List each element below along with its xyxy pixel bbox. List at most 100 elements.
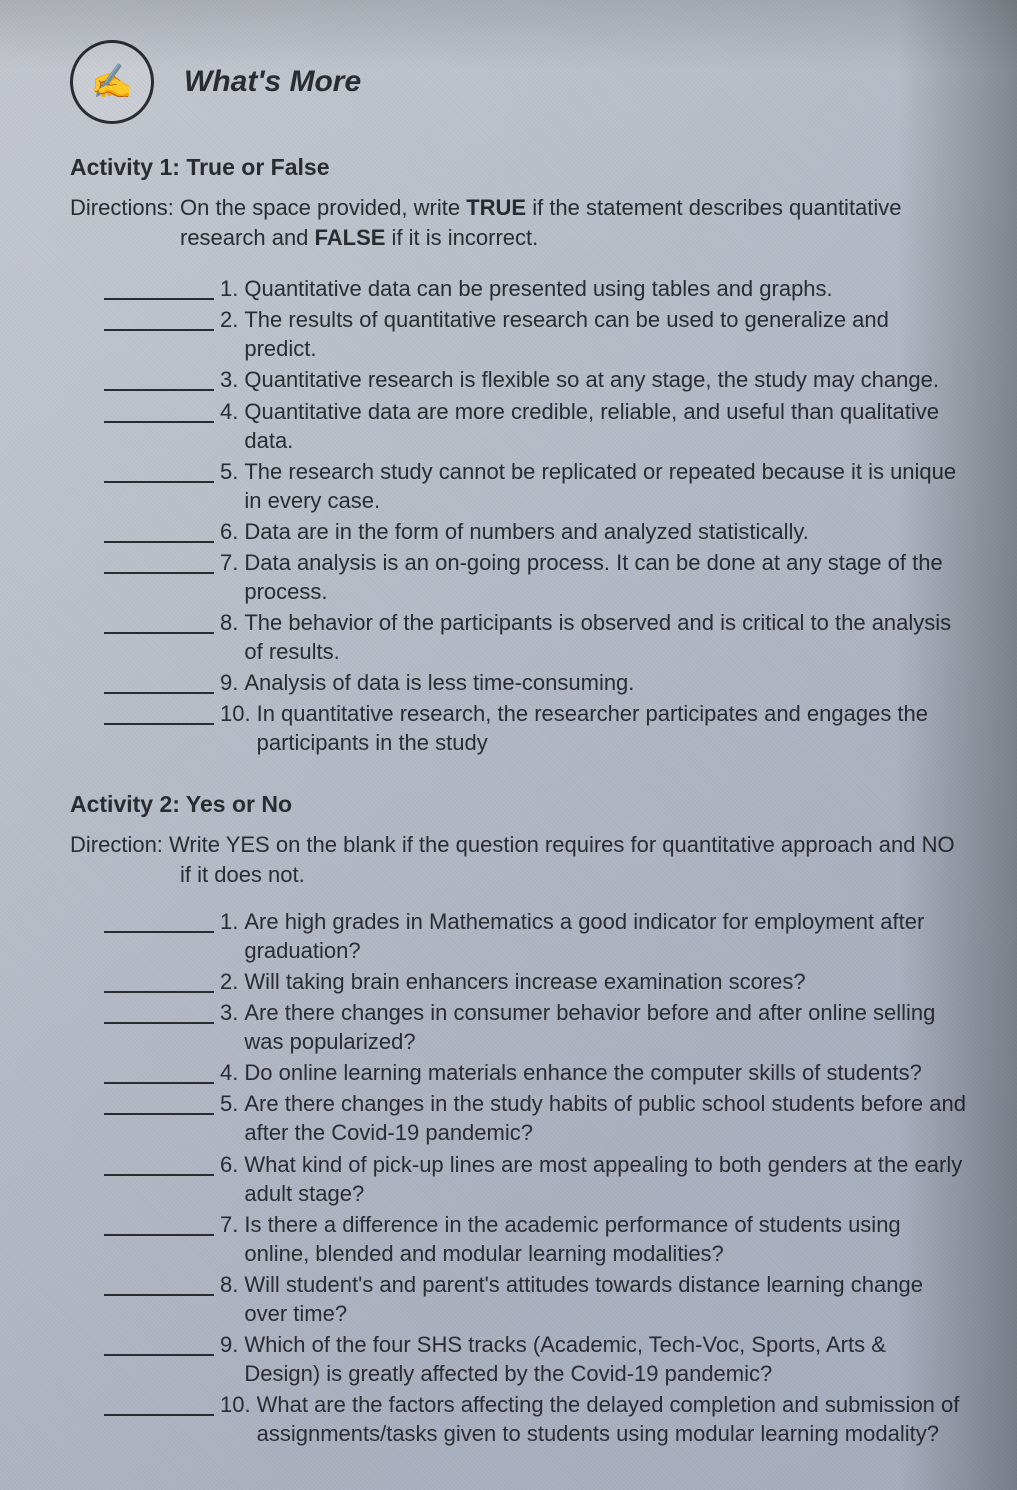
list-item: 1.Are high grades in Mathematics a good … <box>104 907 967 965</box>
answer-blank[interactable] <box>104 705 214 725</box>
list-item: 4.Do online learning materials enhance t… <box>104 1058 967 1087</box>
item-text: Quantitative research is flexible so at … <box>244 365 967 394</box>
item-number: 7. <box>220 548 238 577</box>
item-number: 5. <box>220 457 238 486</box>
list-item: 3.Quantitative research is flexible so a… <box>104 365 967 394</box>
section-header: ✍ What's More <box>70 40 967 124</box>
answer-blank[interactable] <box>104 403 214 423</box>
directions-bold-false: FALSE <box>315 225 386 250</box>
directions-label: Directions: <box>70 195 174 220</box>
list-item: 6.Data are in the form of numbers and an… <box>104 517 967 546</box>
item-text: Will student's and parent's attitudes to… <box>244 1270 967 1328</box>
item-text: What are the factors affecting the delay… <box>257 1390 967 1448</box>
activity2-heading: Activity 2: Yes or No <box>70 791 967 818</box>
writing-hand-icon: ✍ <box>70 40 154 124</box>
answer-blank[interactable] <box>104 1216 214 1236</box>
item-number: 3. <box>220 998 238 1027</box>
directions-text: On the space provided, write <box>180 195 466 220</box>
list-item: 8.The behavior of the participants is ob… <box>104 608 967 666</box>
item-text: Are high grades in Mathematics a good in… <box>244 907 967 965</box>
list-item: 8.Will student's and parent's attitudes … <box>104 1270 967 1328</box>
list-item: 7.Is there a difference in the academic … <box>104 1210 967 1268</box>
list-item: 10.What are the factors affecting the de… <box>104 1390 967 1448</box>
item-text: The behavior of the participants is obse… <box>244 608 967 666</box>
directions-text: on the blank if the question requires fo… <box>270 832 922 857</box>
item-text: What kind of pick-up lines are most appe… <box>244 1150 967 1208</box>
answer-blank[interactable] <box>104 554 214 574</box>
answer-blank[interactable] <box>104 371 214 391</box>
activity1-heading: Activity 1: True or False <box>70 154 967 181</box>
item-number: 3. <box>220 365 238 394</box>
list-item: 2.Will taking brain enhancers increase e… <box>104 967 967 996</box>
list-item: 3.Are there changes in consumer behavior… <box>104 998 967 1056</box>
item-text: The research study cannot be replicated … <box>244 457 967 515</box>
answer-blank[interactable] <box>104 674 214 694</box>
item-text: In quantitative research, the researcher… <box>257 699 967 757</box>
item-number: 1. <box>220 274 238 303</box>
directions-text: if it does not. <box>180 862 305 887</box>
item-text: Are there changes in consumer behavior b… <box>244 998 967 1056</box>
answer-blank[interactable] <box>104 311 214 331</box>
list-item: 5.Are there changes in the study habits … <box>104 1089 967 1147</box>
answer-blank[interactable] <box>104 1004 214 1024</box>
activity2-directions: Direction: Write YES on the blank if the… <box>70 830 967 889</box>
answer-blank[interactable] <box>104 1396 214 1416</box>
item-text: Will taking brain enhancers increase exa… <box>244 967 967 996</box>
answer-blank[interactable] <box>104 1064 214 1084</box>
list-item: 5.The research study cannot be replicate… <box>104 457 967 515</box>
item-text: Which of the four SHS tracks (Academic, … <box>244 1330 967 1388</box>
item-text: Do online learning materials enhance the… <box>244 1058 967 1087</box>
list-item: 4.Quantitative data are more credible, r… <box>104 397 967 455</box>
item-text: Quantitative data are more credible, rel… <box>244 397 967 455</box>
item-number: 5. <box>220 1089 238 1118</box>
item-text: Quantitative data can be presented using… <box>244 274 967 303</box>
answer-blank[interactable] <box>104 973 214 993</box>
activity1-directions: Directions: On the space provided, write… <box>70 193 967 252</box>
answer-blank[interactable] <box>104 523 214 543</box>
activity1-list: 1.Quantitative data can be presented usi… <box>104 274 967 757</box>
item-text: Is there a difference in the academic pe… <box>244 1210 967 1268</box>
activity2-list: 1.Are high grades in Mathematics a good … <box>104 907 967 1448</box>
item-number: 2. <box>220 967 238 996</box>
answer-blank[interactable] <box>104 1336 214 1356</box>
directions-bold-yes: YES <box>226 832 270 857</box>
item-number: 1. <box>220 907 238 936</box>
directions-bold-true: TRUE <box>466 195 526 220</box>
item-number: 6. <box>220 1150 238 1179</box>
answer-blank[interactable] <box>104 614 214 634</box>
item-number: 8. <box>220 608 238 637</box>
item-number: 2. <box>220 305 238 334</box>
list-item: 6.What kind of pick-up lines are most ap… <box>104 1150 967 1208</box>
answer-blank[interactable] <box>104 913 214 933</box>
answer-blank[interactable] <box>104 1156 214 1176</box>
answer-blank[interactable] <box>104 1095 214 1115</box>
directions-label: Direction: <box>70 832 163 857</box>
item-number: 9. <box>220 668 238 697</box>
directions-text: if it is incorrect. <box>385 225 538 250</box>
item-number: 7. <box>220 1210 238 1239</box>
item-number: 10. <box>220 699 251 728</box>
item-text: Analysis of data is less time-consuming. <box>244 668 967 697</box>
answer-blank[interactable] <box>104 1276 214 1296</box>
list-item: 9.Which of the four SHS tracks (Academic… <box>104 1330 967 1388</box>
icon-glyph: ✍ <box>91 65 133 99</box>
directions-text: Write <box>163 832 226 857</box>
item-number: 8. <box>220 1270 238 1299</box>
list-item: 2.The results of quantitative research c… <box>104 305 967 363</box>
item-text: Data are in the form of numbers and anal… <box>244 517 967 546</box>
item-text: The results of quantitative research can… <box>244 305 967 363</box>
answer-blank[interactable] <box>104 280 214 300</box>
directions-bold-no: NO <box>922 832 955 857</box>
item-number: 9. <box>220 1330 238 1359</box>
list-item: 7.Data analysis is an on-going process. … <box>104 548 967 606</box>
item-number: 10. <box>220 1390 251 1419</box>
item-number: 4. <box>220 1058 238 1087</box>
item-text: Data analysis is an on-going process. It… <box>244 548 967 606</box>
answer-blank[interactable] <box>104 463 214 483</box>
list-item: 10.In quantitative research, the researc… <box>104 699 967 757</box>
list-item: 1.Quantitative data can be presented usi… <box>104 274 967 303</box>
item-number: 6. <box>220 517 238 546</box>
list-item: 9.Analysis of data is less time-consumin… <box>104 668 967 697</box>
worksheet-page: ✍ What's More Activity 1: True or False … <box>0 0 1017 1490</box>
item-text: Are there changes in the study habits of… <box>244 1089 967 1147</box>
